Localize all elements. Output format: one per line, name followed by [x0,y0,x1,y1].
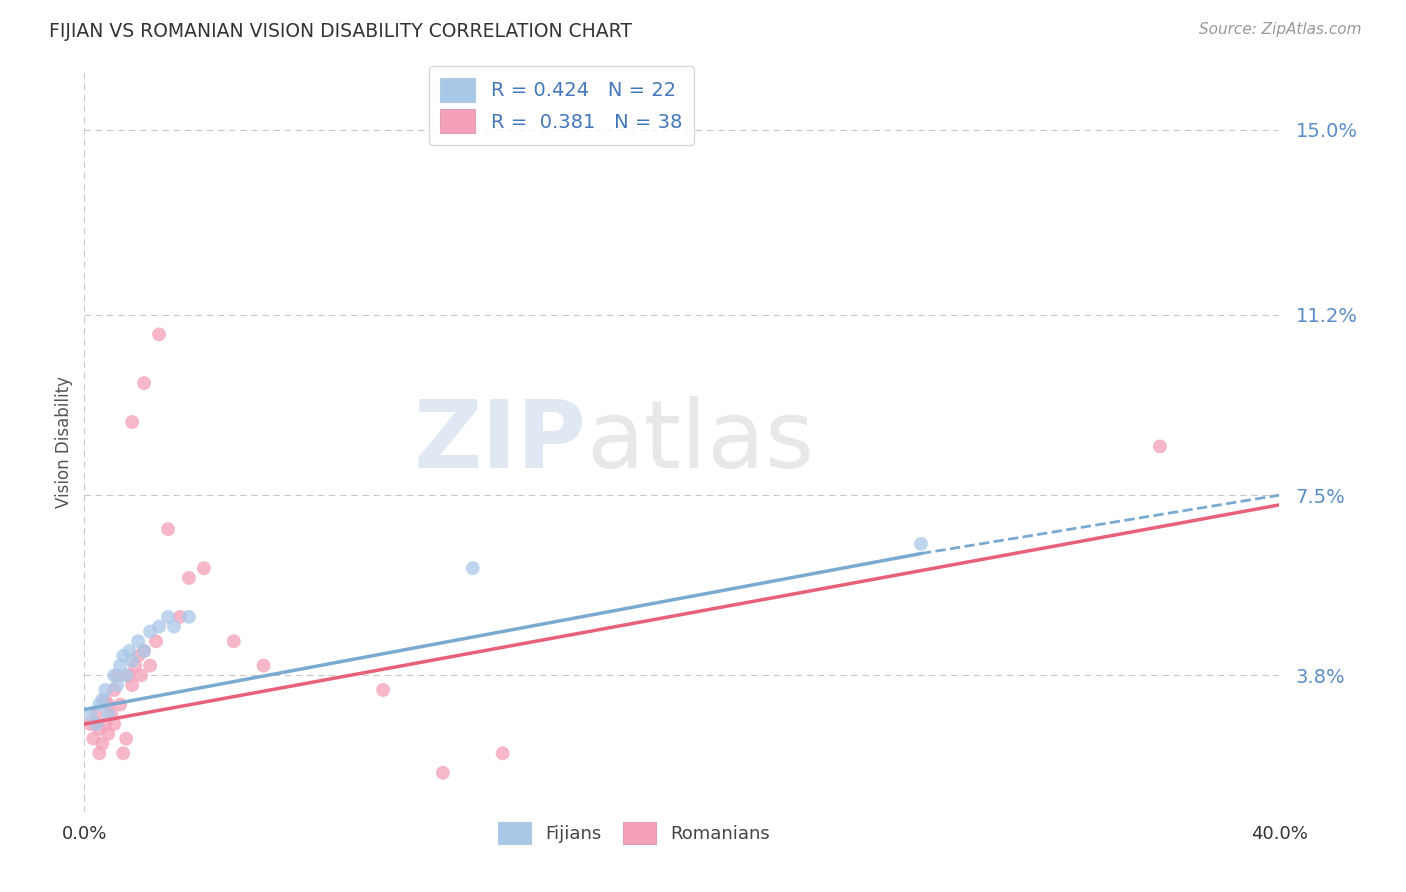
Point [115,731,138,746]
Point [157,522,180,536]
Point [492,746,515,760]
Point [86,717,108,731]
Point [91,692,114,706]
Point [129,668,152,682]
Text: Source: ZipAtlas.com: Source: ZipAtlas.com [1198,22,1361,37]
Point [103,668,125,682]
Point [121,654,143,668]
Point [163,619,186,633]
Point [110,698,132,712]
Point [132,644,156,658]
Point [97,727,120,741]
Point [461,561,484,575]
Point [193,561,215,575]
Point [132,644,156,658]
Point [1149,439,1171,453]
Legend: Fijians, Romanians: Fijians, Romanians [491,814,778,851]
Point [79,707,101,722]
Text: atlas: atlas [586,395,814,488]
Point [79,717,101,731]
Point [118,644,141,658]
Point [121,678,143,692]
Point [105,668,128,682]
Point [112,746,135,760]
Point [124,658,146,673]
Point [89,746,111,760]
Point [432,765,454,780]
Point [148,619,170,633]
Point [86,707,108,722]
Point [112,648,135,663]
Point [89,722,111,736]
Point [145,634,167,648]
Point [169,610,191,624]
Point [132,376,156,390]
Point [100,707,122,722]
Point [177,610,200,624]
Point [127,648,149,663]
Point [97,698,120,712]
Point [89,698,111,712]
Point [105,678,128,692]
Point [91,737,114,751]
Point [94,692,117,706]
Point [121,415,143,429]
Point [103,682,125,697]
Point [82,731,104,746]
Point [177,571,200,585]
Point [127,634,149,648]
Point [910,537,932,551]
Point [139,624,162,639]
Point [148,327,170,342]
Point [139,658,162,673]
Y-axis label: Vision Disability: Vision Disability [55,376,73,508]
Point [115,668,138,682]
Point [118,668,141,682]
Text: FIJIAN VS ROMANIAN VISION DISABILITY CORRELATION CHART: FIJIAN VS ROMANIAN VISION DISABILITY COR… [49,22,633,41]
Point [94,682,117,697]
Point [157,610,180,624]
Text: ZIP: ZIP [413,395,586,488]
Point [222,634,245,648]
Point [110,658,132,673]
Point [94,717,117,731]
Point [373,682,395,697]
Point [253,658,276,673]
Point [103,717,125,731]
Point [97,707,120,722]
